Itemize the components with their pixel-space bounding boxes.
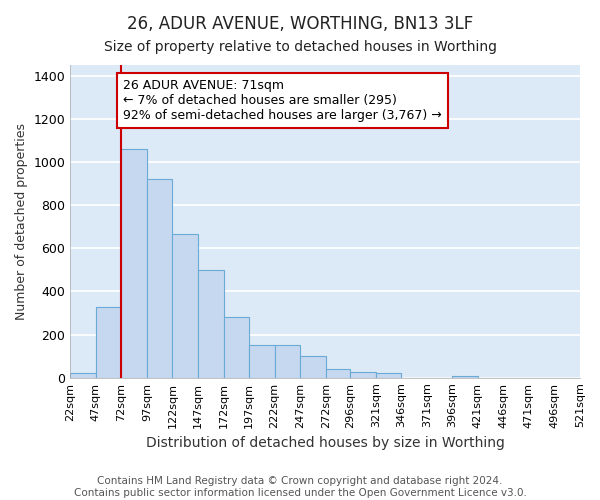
Bar: [70, 374, 96, 378]
Bar: [224, 318, 249, 378]
Bar: [147, 180, 172, 378]
Bar: [198, 270, 224, 378]
Y-axis label: Number of detached properties: Number of detached properties: [15, 123, 28, 320]
Text: Size of property relative to detached houses in Worthing: Size of property relative to detached ho…: [104, 40, 497, 54]
Bar: [96, 306, 121, 378]
Bar: [376, 374, 401, 378]
Bar: [121, 149, 147, 378]
Text: 26, ADUR AVENUE, WORTHING, BN13 3LF: 26, ADUR AVENUE, WORTHING, BN13 3LF: [127, 15, 473, 33]
Bar: [326, 369, 350, 378]
Bar: [452, 376, 478, 378]
Text: 26 ADUR AVENUE: 71sqm
← 7% of detached houses are smaller (295)
92% of semi-deta: 26 ADUR AVENUE: 71sqm ← 7% of detached h…: [124, 79, 442, 122]
Bar: [172, 234, 198, 378]
Text: Contains HM Land Registry data © Crown copyright and database right 2024.
Contai: Contains HM Land Registry data © Crown c…: [74, 476, 526, 498]
Bar: [275, 346, 300, 378]
Bar: [350, 372, 376, 378]
X-axis label: Distribution of detached houses by size in Worthing: Distribution of detached houses by size …: [146, 436, 505, 450]
Bar: [300, 356, 326, 378]
Bar: [249, 346, 275, 378]
